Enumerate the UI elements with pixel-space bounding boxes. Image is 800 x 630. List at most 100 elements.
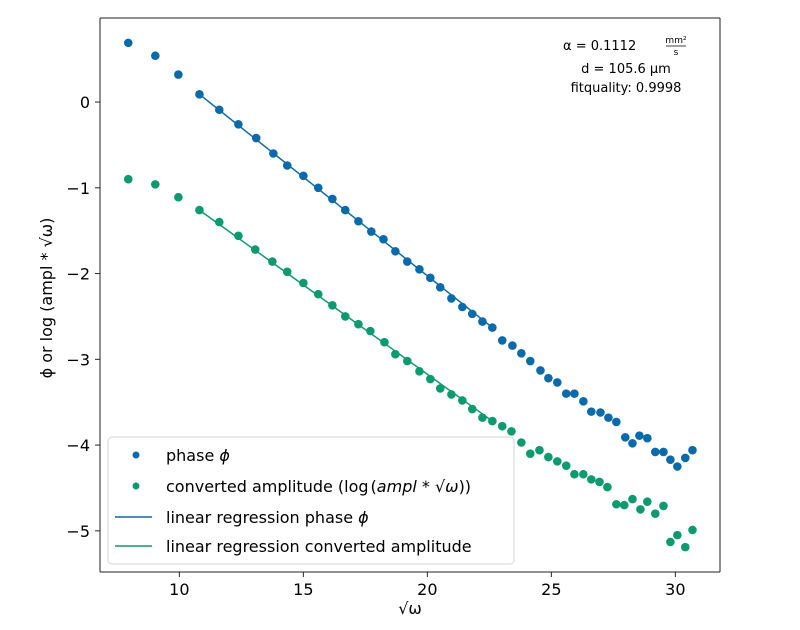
data-point [596, 408, 605, 417]
data-point [379, 234, 388, 244]
y-tick-label: −4 [66, 436, 90, 455]
data-point [328, 300, 337, 310]
data-point [458, 302, 467, 312]
x-tick-label: 10 [169, 580, 189, 599]
y-tick-label: −3 [66, 350, 90, 369]
legend-label-regression-amplitude: linear regression converted amplitude [166, 537, 472, 556]
legend-label-phase: phase ϕ [166, 446, 230, 465]
data-point [447, 294, 456, 303]
data-point [628, 439, 637, 448]
data-point [650, 447, 660, 457]
data-point [507, 427, 516, 436]
data-point [299, 171, 308, 181]
legend: phase ϕ converted amplitude (log (ampl * … [107, 436, 515, 565]
data-point [488, 323, 497, 332]
data-point [174, 192, 183, 202]
data-point [628, 494, 637, 504]
data-point [402, 257, 412, 266]
data-point [517, 349, 526, 358]
data-point [340, 205, 350, 215]
data-point [151, 51, 160, 61]
data-point [415, 367, 424, 376]
data-point [650, 509, 660, 518]
data-point [174, 70, 183, 79]
data-point [517, 438, 526, 447]
data-point [544, 452, 553, 462]
data-point [402, 356, 412, 366]
data-point [282, 161, 292, 170]
fit-annotation: α = 0.1112 mm² s d = 105.6 μm fitquality… [563, 36, 687, 96]
data-point [636, 505, 645, 514]
legend-entry-phase: phase ϕ [132, 446, 230, 465]
data-point [251, 133, 261, 143]
data-point [688, 525, 697, 535]
alpha-text: α = 0.1112 [563, 39, 636, 54]
data-point [536, 366, 545, 375]
data-point [570, 389, 579, 398]
data-point [447, 390, 456, 399]
thickness-value: d = 105.6 μm [581, 62, 671, 77]
data-point [688, 445, 697, 455]
legend-box [107, 436, 515, 565]
data-point [561, 461, 571, 470]
data-point [586, 475, 596, 484]
data-point [478, 317, 487, 326]
data-point [354, 216, 363, 226]
y-axis-ticks: 0 −1 −2 −3 −4 −5 [66, 93, 100, 541]
data-point [435, 384, 445, 393]
data-point [435, 282, 445, 292]
x-tick-label: 20 [417, 580, 437, 599]
data-point [561, 389, 571, 398]
data-point [497, 336, 507, 345]
legend-entry-amplitude: converted amplitude (log (ampl * √ω)) [132, 477, 471, 496]
legend-label-regression-phase: linear regression phase ϕ [166, 508, 369, 527]
legend-marker-amplitude [132, 482, 140, 490]
data-point [643, 433, 652, 443]
data-point [570, 469, 579, 479]
data-point [282, 267, 292, 277]
data-point [603, 482, 612, 492]
data-point [553, 457, 562, 466]
data-point [151, 180, 160, 189]
data-point [391, 349, 400, 359]
y-axis-label: ϕ or log (ampl * √ω) [37, 218, 56, 379]
data-point [123, 38, 133, 48]
x-tick-label: 30 [665, 580, 685, 599]
data-point [354, 319, 363, 329]
data-point [313, 289, 323, 299]
legend-entry-regression-amplitude: linear regression converted amplitude [115, 537, 472, 556]
data-point [620, 433, 630, 442]
data-point [619, 500, 629, 510]
data-point [680, 453, 690, 463]
data-point [659, 447, 668, 457]
x-tick-label: 25 [541, 580, 561, 599]
data-point [313, 183, 323, 193]
legend-entry-regression-phase: linear regression phase ϕ [115, 508, 369, 527]
data-point [426, 374, 435, 384]
data-point [380, 337, 389, 347]
data-point [478, 413, 487, 422]
data-point [643, 497, 652, 506]
x-tick-label: 15 [293, 580, 313, 599]
data-point [595, 477, 604, 487]
data-point [214, 105, 224, 115]
data-point [525, 356, 535, 366]
data-point [673, 462, 682, 471]
y-tick-label: −2 [66, 265, 90, 284]
data-point [269, 149, 278, 158]
series-0-scatter [123, 38, 697, 471]
data-point [673, 530, 682, 540]
data-point [299, 278, 308, 288]
data-point [415, 264, 424, 274]
data-point [544, 373, 553, 383]
legend-label-amplitude: converted amplitude (log (ampl * √ω)) [166, 477, 471, 496]
data-point [340, 312, 350, 321]
fit-quality-value: fitquality: 0.9998 [571, 81, 682, 96]
data-point [391, 246, 400, 256]
data-point [488, 416, 497, 426]
x-axis-ticks: 10 15 20 25 30 [169, 572, 686, 599]
series-layer [123, 38, 697, 552]
alpha-unit-numerator: mm² [665, 36, 687, 46]
data-point [123, 174, 133, 184]
